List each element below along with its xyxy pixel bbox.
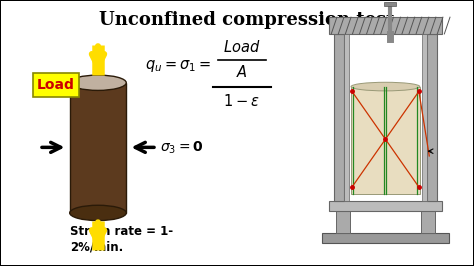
Bar [344,34,349,201]
Bar [329,17,442,34]
Text: $\sigma_3 = \mathbf{0}$: $\sigma_3 = \mathbf{0}$ [160,139,204,156]
Text: Load: Load [37,78,75,92]
Text: Unconfined compression test: Unconfined compression test [99,11,394,29]
Bar [384,2,396,6]
FancyBboxPatch shape [34,73,79,97]
Text: $1 - \varepsilon$: $1 - \varepsilon$ [223,93,260,109]
Ellipse shape [351,82,420,91]
Bar [427,34,438,201]
Text: $Load$: $Load$ [223,39,260,55]
Polygon shape [70,83,126,213]
Text: $A$: $A$ [236,64,247,80]
Text: Strain rate = 1-
2%/min.: Strain rate = 1- 2%/min. [70,225,173,253]
Text: $q_u = \sigma_1 =$: $q_u = \sigma_1 =$ [145,58,211,74]
Ellipse shape [70,75,126,90]
Polygon shape [351,86,420,194]
Bar [329,201,442,211]
Ellipse shape [70,205,126,221]
Bar [421,211,435,232]
Bar [336,211,350,232]
Bar [422,34,427,201]
Bar [334,34,344,201]
Bar [322,232,449,243]
